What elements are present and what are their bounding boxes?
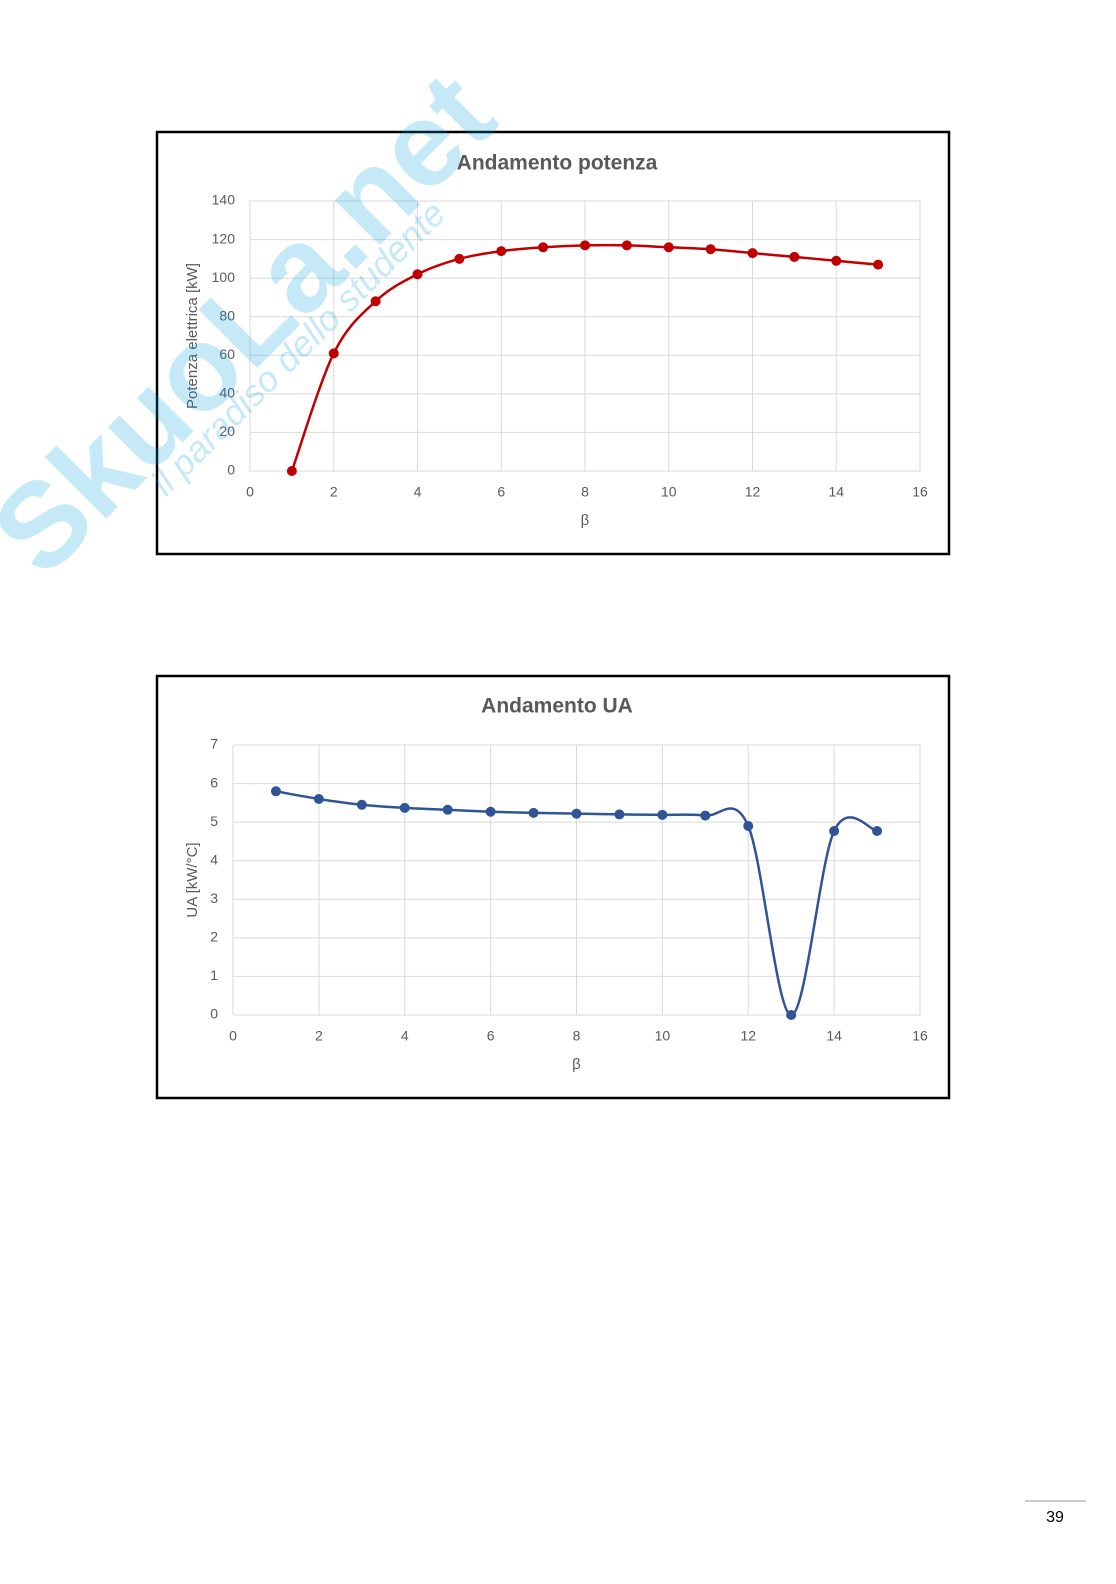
data-point [496, 246, 507, 257]
page-number: 39 [1046, 1509, 1064, 1526]
chart-title: Andamento potenza [457, 152, 658, 175]
x-axis-label: β [572, 1056, 581, 1073]
y-axis-label: UA [kW/°C] [184, 842, 201, 917]
chart-frame [155, 130, 951, 556]
y-tick-label: 40 [219, 385, 235, 401]
x-tick-label: 10 [661, 484, 677, 500]
x-tick-label: 16 [912, 1028, 928, 1044]
y-tick-label: 7 [210, 736, 218, 752]
y-tick-label: 100 [212, 269, 236, 285]
data-point [789, 251, 800, 262]
data-point [442, 804, 453, 815]
data-point [621, 240, 632, 251]
data-point [872, 826, 883, 837]
y-tick-label: 5 [210, 813, 218, 829]
data-point [328, 348, 339, 359]
x-tick-label: 4 [414, 484, 422, 500]
data-point [786, 1010, 797, 1020]
data-point [286, 466, 297, 476]
data-point [485, 806, 496, 817]
data-point [454, 253, 465, 264]
y-tick-label: 60 [219, 346, 235, 362]
data-point [831, 255, 842, 266]
x-tick-label: 10 [655, 1028, 671, 1044]
y-tick-label: 2 [210, 929, 218, 945]
data-point [614, 809, 625, 820]
data-point [580, 240, 590, 251]
data-point [705, 244, 716, 255]
x-tick-label: 8 [581, 484, 589, 500]
chart-title: Andamento UA [481, 695, 633, 718]
x-tick-label: 4 [401, 1028, 409, 1044]
x-tick-label: 12 [740, 1028, 756, 1044]
y-tick-label: 0 [210, 1006, 218, 1022]
data-point [412, 269, 423, 280]
x-axis-label: β [581, 512, 590, 529]
y-tick-label: 140 [212, 192, 236, 208]
x-tick-label: 8 [573, 1028, 581, 1044]
data-point [370, 296, 381, 307]
x-tick-label: 0 [229, 1028, 237, 1044]
data-point [743, 821, 754, 831]
x-tick-label: 14 [828, 484, 844, 500]
y-tick-label: 4 [210, 851, 218, 867]
x-tick-label: 2 [330, 484, 338, 500]
data-point [538, 242, 549, 253]
x-tick-label: 12 [745, 484, 761, 500]
data-point [829, 826, 840, 837]
data-point [571, 808, 582, 819]
y-tick-label: 0 [227, 462, 235, 478]
data-point [700, 810, 711, 821]
y-tick-label: 3 [210, 890, 218, 906]
data-point [873, 259, 884, 270]
y-tick-label: 20 [219, 423, 235, 439]
chart: 0 20 40 60 80 100 120 140 0 2 4 6 8 10 12 14 16 Andamento… [155, 130, 951, 556]
data-point [356, 799, 367, 810]
x-tick-label: 6 [497, 484, 505, 500]
data-point [528, 807, 539, 818]
x-tick-label: 16 [912, 484, 928, 500]
data-point [747, 248, 758, 259]
chart-frame [155, 674, 951, 1100]
data-point [663, 242, 674, 253]
x-tick-label: 0 [246, 484, 254, 500]
data-point [313, 794, 324, 804]
x-tick-label: 14 [826, 1028, 842, 1044]
data-point [270, 786, 281, 797]
data-point [657, 809, 668, 820]
x-tick-label: 2 [315, 1028, 323, 1044]
x-tick-label: 6 [487, 1028, 495, 1044]
y-tick-label: 6 [210, 774, 218, 790]
y-tick-label: 80 [219, 307, 235, 323]
y-axis-label: Potenza elettrica [kW] [184, 263, 201, 409]
data-point [399, 802, 410, 813]
y-tick-label: 120 [212, 230, 236, 246]
y-tick-label: 1 [210, 967, 218, 983]
